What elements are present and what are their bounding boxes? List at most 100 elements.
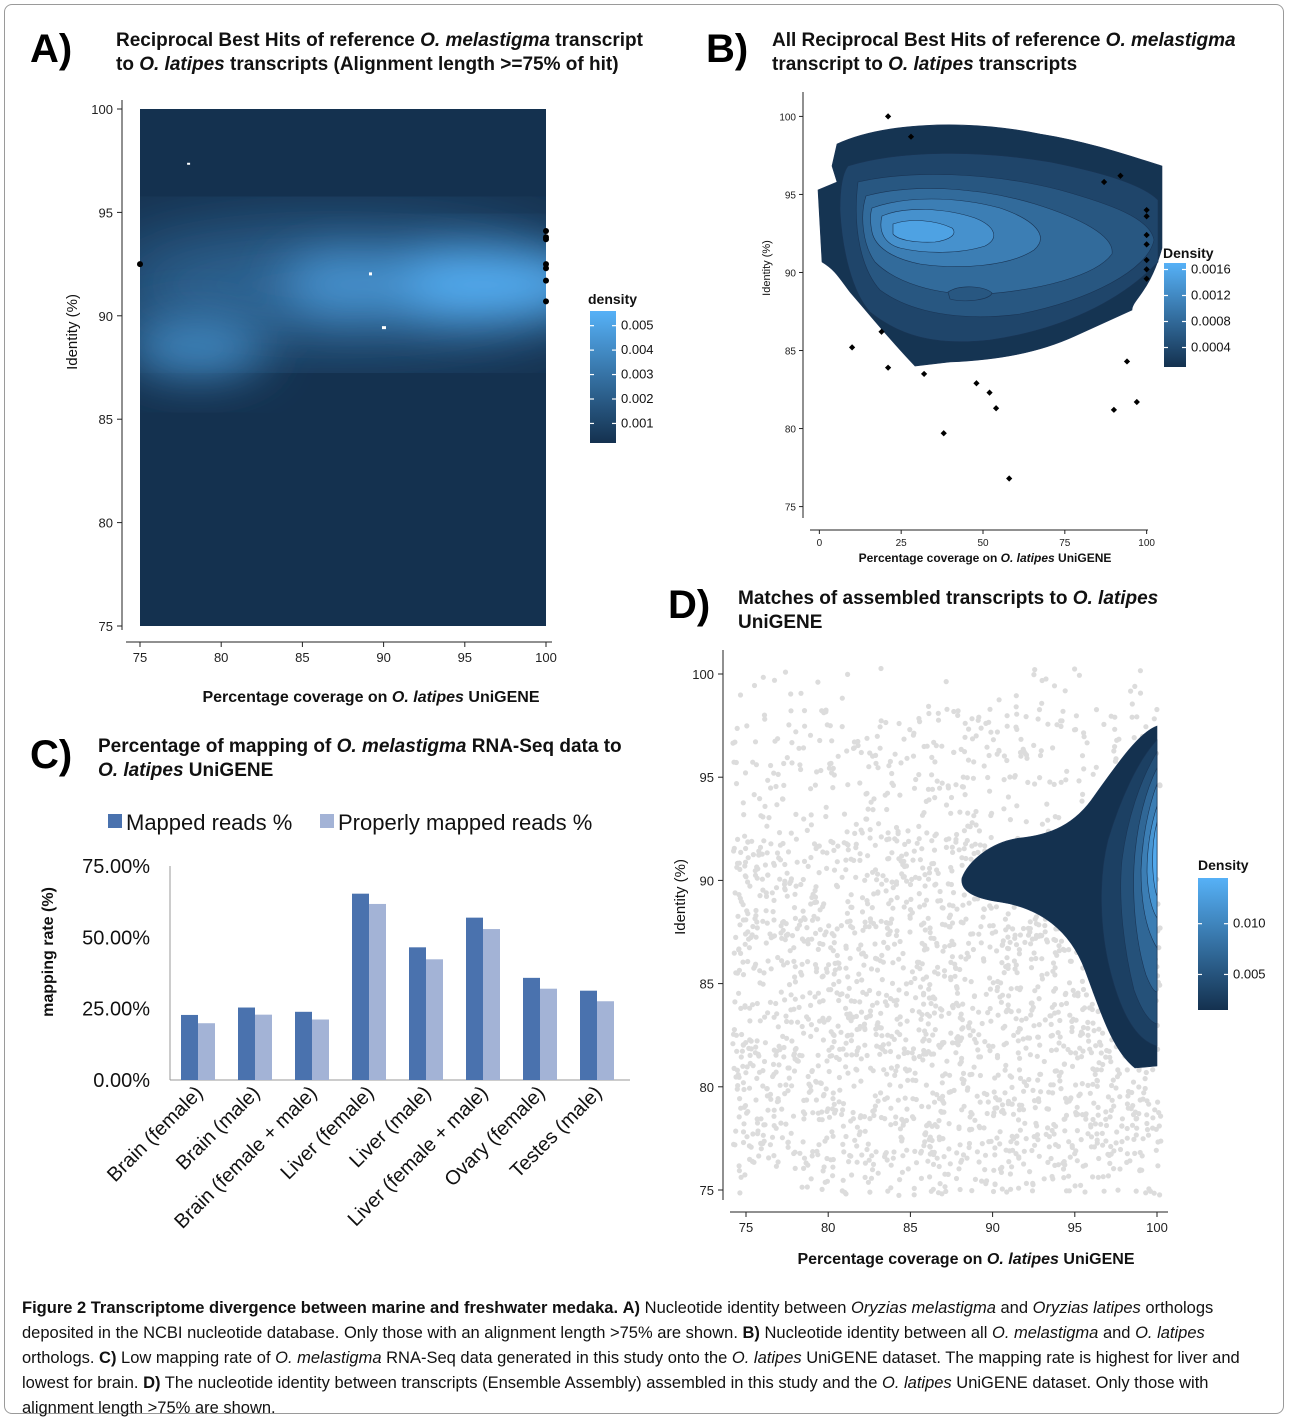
scatter-point [960, 1152, 967, 1158]
scatter-point [1078, 1137, 1084, 1143]
scatter-point [926, 986, 932, 992]
contour-band [947, 286, 993, 302]
scatter-point [750, 852, 757, 858]
scatter-point [929, 1062, 935, 1068]
scatter-point [930, 1090, 936, 1096]
scatter-point [864, 1052, 870, 1059]
scatter-point [889, 780, 895, 786]
y-tick-label: 75 [785, 503, 797, 514]
scatter-point [1007, 817, 1014, 823]
scatter-point [920, 1057, 926, 1063]
scatter-point [809, 1153, 815, 1159]
scatter-point [902, 841, 908, 848]
scatter-point [798, 766, 804, 773]
scatter-point [943, 1188, 949, 1194]
scatter-point [735, 913, 741, 919]
scatter-point [834, 926, 840, 932]
scatter-point [963, 956, 969, 962]
scatter-point [741, 1121, 747, 1127]
scatter-point [1021, 1088, 1027, 1094]
scatter-point [981, 1125, 987, 1131]
scatter-point [887, 1082, 893, 1088]
scatter-point [900, 965, 906, 971]
scatter-point [1096, 1026, 1102, 1032]
scatter-point [929, 754, 935, 761]
scatter-point [1073, 1050, 1079, 1056]
scatter-point [928, 935, 934, 941]
scatter-point [1090, 1174, 1096, 1180]
scatter-point [1106, 1152, 1112, 1158]
scatter-point [824, 1058, 830, 1064]
scatter-point [801, 858, 808, 865]
scatter-point [740, 902, 746, 908]
scatter-point [887, 758, 894, 765]
scatter-point [960, 1025, 966, 1031]
x-tick-label: 90 [985, 1220, 999, 1235]
panel-c-title-line1: Percentage of mapping of O. melastigma R… [98, 736, 622, 757]
y-tick-label: 100 [779, 112, 796, 123]
scatter-point [931, 739, 937, 746]
scatter-point [824, 722, 830, 728]
scatter-point [779, 958, 785, 964]
scatter-point [830, 765, 836, 772]
x-tick-label: 100 [1146, 1220, 1168, 1235]
scatter-point [936, 1118, 942, 1124]
scatter-point [805, 1073, 811, 1080]
scatter-point [935, 870, 941, 877]
scatter-point [927, 1174, 933, 1180]
scatter-point [1082, 1162, 1089, 1168]
scatter-point [768, 762, 774, 769]
scatter-point [1069, 1144, 1075, 1150]
x-tick-label: 85 [295, 650, 309, 665]
scatter-point [1083, 992, 1089, 998]
scatter-point [852, 1137, 858, 1143]
scatter-point [1044, 1106, 1050, 1112]
scatter-point [822, 932, 828, 938]
scatter-point [796, 745, 802, 751]
scatter-point [737, 895, 743, 901]
scatter-point [928, 1000, 934, 1007]
scatter-point [816, 1116, 822, 1123]
scatter-point [952, 973, 958, 979]
bar-properly-mapped [483, 929, 500, 1080]
scatter-point [1081, 1005, 1088, 1011]
scatter-point [853, 841, 859, 847]
scatter-point [959, 1035, 965, 1041]
scatter-point [946, 1089, 952, 1095]
scatter-point [935, 964, 941, 970]
scatter-point [852, 830, 858, 837]
scatter-point [893, 1114, 899, 1120]
scatter-point [802, 916, 808, 923]
scatter-point [825, 1106, 831, 1112]
y-tick-label: 25.00% [82, 999, 150, 1021]
scatter-point [897, 1126, 904, 1132]
scatter-point [808, 901, 814, 907]
scatter-point [791, 1052, 797, 1058]
panel-d-title-line2: UniGENE [738, 612, 822, 633]
scatter-point [1005, 924, 1011, 930]
scatter-point [741, 1086, 747, 1093]
scatter-point [799, 936, 806, 942]
data-point [543, 265, 549, 272]
scatter-point [818, 767, 824, 774]
scatter-point [1022, 939, 1028, 946]
scatter-point [754, 1075, 760, 1081]
scatter-point [883, 992, 890, 998]
scatter-point [867, 827, 873, 833]
scatter-point [1124, 1159, 1130, 1165]
scatter-point [731, 1141, 737, 1147]
caption-c-text3: UniGENE dataset. The mapping rate is hig… [22, 1349, 1240, 1392]
scatter-point [1073, 713, 1079, 719]
scatter-point [949, 844, 955, 850]
scatter-point [926, 865, 933, 871]
scatter-point [1103, 1122, 1110, 1129]
scatter-point [1045, 1159, 1051, 1165]
scatter-point [908, 896, 914, 903]
scatter-point [900, 950, 906, 957]
scatter-point [950, 1005, 956, 1011]
panel-d-density-contours [961, 725, 1158, 1069]
scatter-point [1112, 744, 1118, 750]
scatter-point [1061, 1043, 1067, 1049]
scatter-point [907, 881, 914, 888]
scatter-point [1016, 951, 1023, 957]
